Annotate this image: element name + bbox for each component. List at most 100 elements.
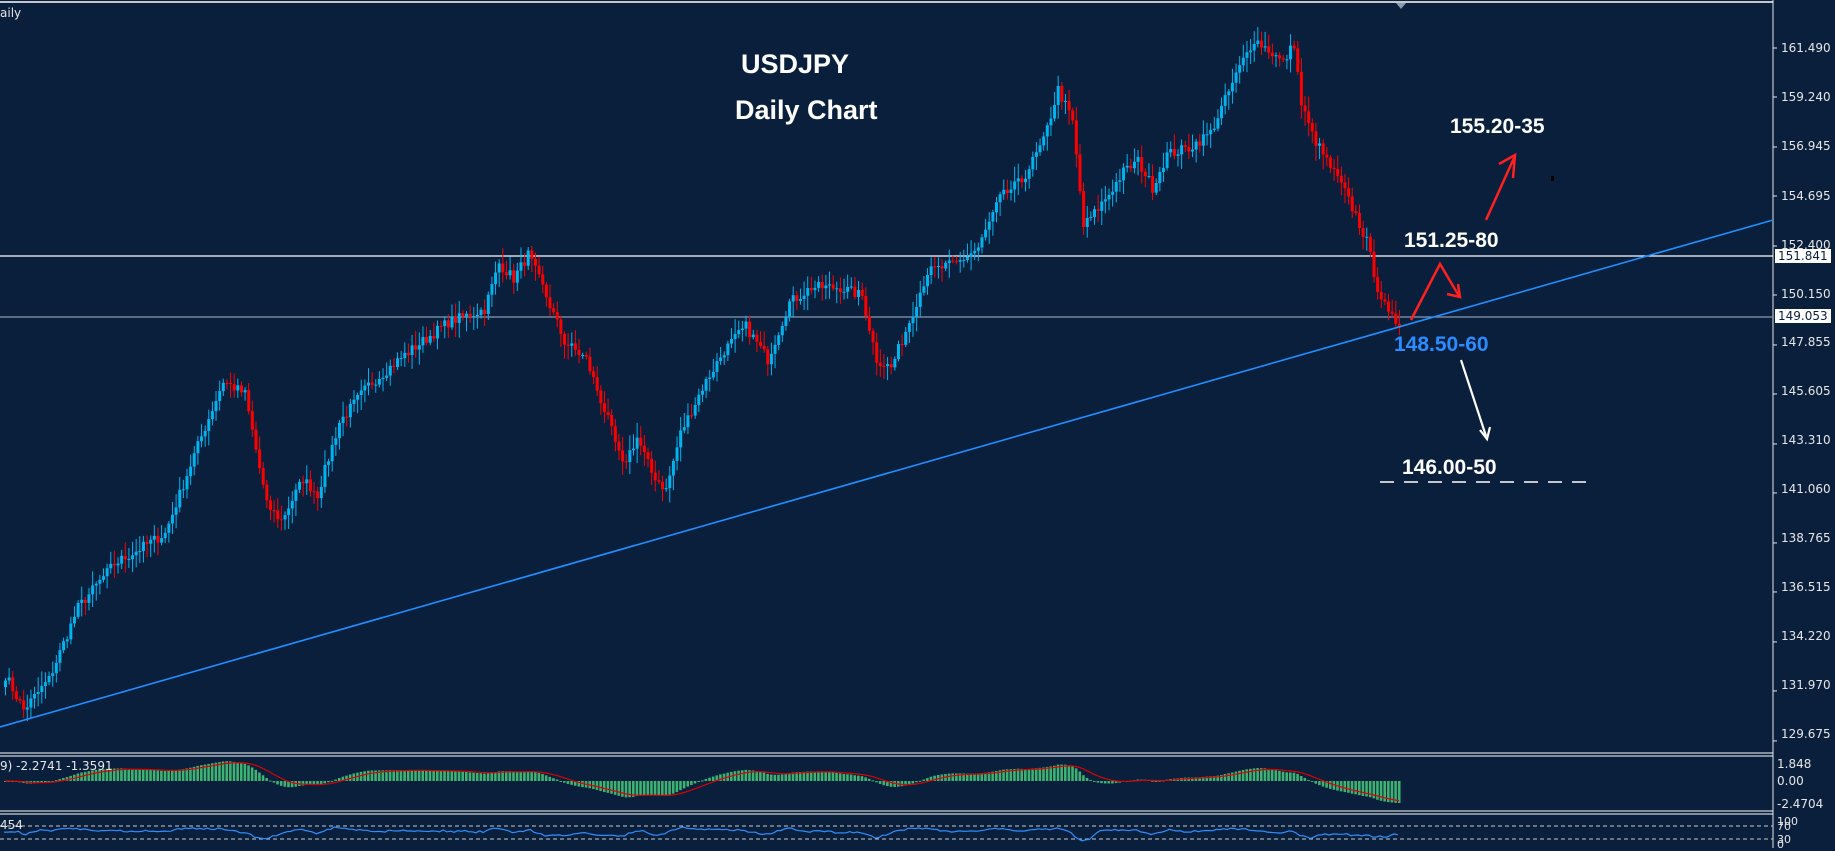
macd-bar bbox=[700, 780, 704, 782]
macd-bar bbox=[243, 763, 247, 781]
candle-body bbox=[947, 260, 951, 263]
macd-bar bbox=[1299, 776, 1303, 781]
macd-bar bbox=[708, 777, 711, 781]
macd-bar bbox=[377, 770, 381, 781]
macd-bar bbox=[1372, 781, 1376, 799]
macd-bar bbox=[258, 772, 261, 781]
price-tick: 136.515 bbox=[1781, 580, 1831, 594]
candle-body bbox=[1205, 134, 1209, 136]
candle-body bbox=[926, 275, 930, 287]
candle-body bbox=[958, 260, 962, 262]
macd-bar bbox=[1310, 781, 1314, 782]
candle-body bbox=[486, 294, 490, 315]
macd-bar bbox=[1230, 772, 1234, 781]
arrow-up-icon bbox=[1484, 157, 1516, 221]
candle-body bbox=[1256, 40, 1260, 45]
candle-body bbox=[1296, 48, 1300, 72]
candle-body bbox=[824, 285, 828, 289]
candle-body bbox=[1013, 181, 1017, 190]
candles[interactable] bbox=[4, 27, 1401, 722]
macd-bar bbox=[54, 780, 58, 782]
macd-bar bbox=[599, 781, 602, 792]
candle-body bbox=[4, 680, 7, 688]
candle-body bbox=[112, 563, 116, 566]
macd-bar bbox=[1339, 781, 1343, 792]
macd-bar bbox=[965, 773, 969, 781]
candle-body bbox=[134, 551, 138, 556]
candle-body bbox=[944, 262, 948, 269]
candle-body bbox=[1187, 146, 1191, 152]
macd-bar bbox=[58, 779, 62, 781]
macd-tick: 0.00 bbox=[1777, 774, 1804, 788]
candle-body bbox=[653, 472, 657, 481]
candle-body bbox=[900, 344, 904, 346]
macd-bar bbox=[1245, 769, 1249, 781]
macd-bar bbox=[864, 777, 867, 781]
macd-bar bbox=[733, 771, 737, 781]
macd-bar bbox=[109, 768, 112, 781]
macd-bar bbox=[465, 771, 468, 781]
candle-body bbox=[1093, 209, 1096, 217]
candle-body bbox=[268, 500, 272, 511]
candle-body bbox=[345, 416, 349, 418]
macd-bar bbox=[1020, 768, 1023, 781]
macd-bar bbox=[1049, 766, 1053, 781]
candle-body bbox=[1005, 189, 1009, 193]
macd-bar bbox=[160, 770, 163, 781]
macd-bar bbox=[846, 774, 849, 781]
macd-bar bbox=[646, 781, 650, 795]
candle-body bbox=[1310, 122, 1314, 132]
macd-bar bbox=[650, 781, 653, 796]
candle-body bbox=[381, 377, 385, 379]
candle-body bbox=[544, 284, 548, 298]
macd-bar bbox=[483, 773, 486, 781]
candle-body bbox=[904, 331, 908, 345]
candle-body bbox=[831, 284, 835, 289]
macd-bar bbox=[976, 773, 980, 781]
macd-bar bbox=[435, 770, 439, 781]
macd-bar bbox=[1252, 768, 1256, 781]
candle-body bbox=[849, 286, 853, 288]
macd-bar bbox=[759, 771, 762, 781]
macd-bar bbox=[116, 768, 120, 781]
candle-body bbox=[1143, 171, 1147, 177]
macd-bar bbox=[432, 770, 435, 781]
candle-body bbox=[987, 221, 991, 230]
candle-body bbox=[160, 538, 164, 543]
candle-body bbox=[352, 399, 356, 404]
candle-body bbox=[1085, 217, 1089, 227]
trendline bbox=[0, 219, 1774, 728]
macd-bar bbox=[1071, 766, 1074, 781]
candle-body bbox=[940, 265, 944, 269]
price-tick: 131.970 bbox=[1781, 678, 1831, 692]
macd-bar bbox=[232, 761, 236, 781]
candle-body bbox=[577, 349, 581, 356]
candle-body bbox=[276, 510, 280, 520]
candle-body bbox=[152, 535, 156, 540]
candle-body bbox=[167, 523, 171, 533]
candle-body bbox=[965, 256, 969, 260]
macd-bar bbox=[1013, 768, 1016, 781]
candle-body bbox=[279, 519, 283, 521]
candle-body bbox=[1151, 176, 1155, 193]
macd-bar bbox=[1078, 771, 1082, 781]
macd-bar bbox=[566, 781, 570, 784]
candle-body bbox=[1289, 45, 1293, 60]
macd-bar bbox=[247, 765, 250, 781]
candle-body bbox=[846, 286, 850, 292]
macd-bar bbox=[425, 770, 428, 781]
candle-body bbox=[610, 414, 614, 427]
candle-body bbox=[1049, 118, 1053, 126]
macd-bar bbox=[592, 781, 595, 790]
candle-body bbox=[1354, 211, 1358, 214]
candle-body bbox=[461, 313, 465, 317]
macd-bar bbox=[573, 781, 577, 786]
candle-body bbox=[1339, 175, 1343, 183]
candle-body bbox=[91, 585, 95, 595]
candle-body bbox=[109, 563, 113, 569]
macd-bar bbox=[860, 776, 864, 781]
candle-body bbox=[87, 594, 91, 603]
macd-bar bbox=[1234, 771, 1238, 781]
